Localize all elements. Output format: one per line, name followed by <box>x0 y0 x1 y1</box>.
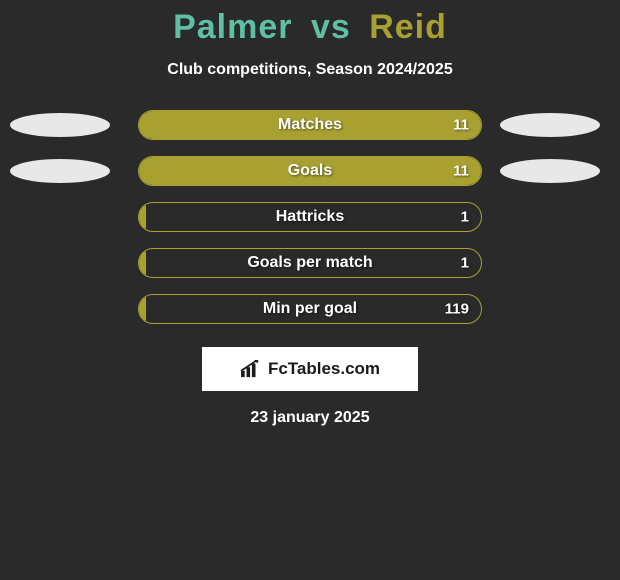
player1-oval <box>10 159 110 183</box>
player1-oval <box>10 113 110 137</box>
stat-bar-fill <box>139 203 146 231</box>
stat-row: Goals per match1 <box>0 247 620 279</box>
stat-value: 119 <box>445 301 469 318</box>
player1-name: Palmer <box>173 8 292 46</box>
stat-row: Matches11 <box>0 109 620 141</box>
stat-bar-track: Goals11 <box>138 156 482 186</box>
stat-row: Hattricks1 <box>0 201 620 233</box>
vs-label: vs <box>311 8 351 46</box>
stat-bar-track: Matches11 <box>138 110 482 140</box>
stat-label: Goals per match <box>139 254 481 272</box>
stat-bar-fill <box>139 157 481 185</box>
date-label: 23 january 2025 <box>0 409 620 427</box>
stat-value: 1 <box>461 209 469 226</box>
stat-label: Hattricks <box>139 208 481 226</box>
page-title: Palmer vs Reid <box>0 8 620 47</box>
player2-oval <box>500 159 600 183</box>
stat-row: Goals11 <box>0 155 620 187</box>
stat-row: Min per goal119 <box>0 293 620 325</box>
brand-chart-icon <box>240 360 262 378</box>
stat-bar-fill <box>139 295 146 323</box>
comparison-card: Palmer vs Reid Club competitions, Season… <box>0 0 620 427</box>
player2-name: Reid <box>369 8 447 46</box>
stats-rows: Matches11Goals11Hattricks1Goals per matc… <box>0 109 620 325</box>
stat-bar-track: Hattricks1 <box>138 202 482 232</box>
player2-oval <box>500 113 600 137</box>
stat-value: 1 <box>461 255 469 272</box>
stat-bar-track: Min per goal119 <box>138 294 482 324</box>
stat-label: Min per goal <box>139 300 481 318</box>
stat-bar-fill <box>139 111 481 139</box>
stat-bar-track: Goals per match1 <box>138 248 482 278</box>
subtitle: Club competitions, Season 2024/2025 <box>0 61 620 79</box>
brand-text: FcTables.com <box>268 359 380 379</box>
stat-bar-fill <box>139 249 146 277</box>
brand-badge: FcTables.com <box>202 347 418 391</box>
